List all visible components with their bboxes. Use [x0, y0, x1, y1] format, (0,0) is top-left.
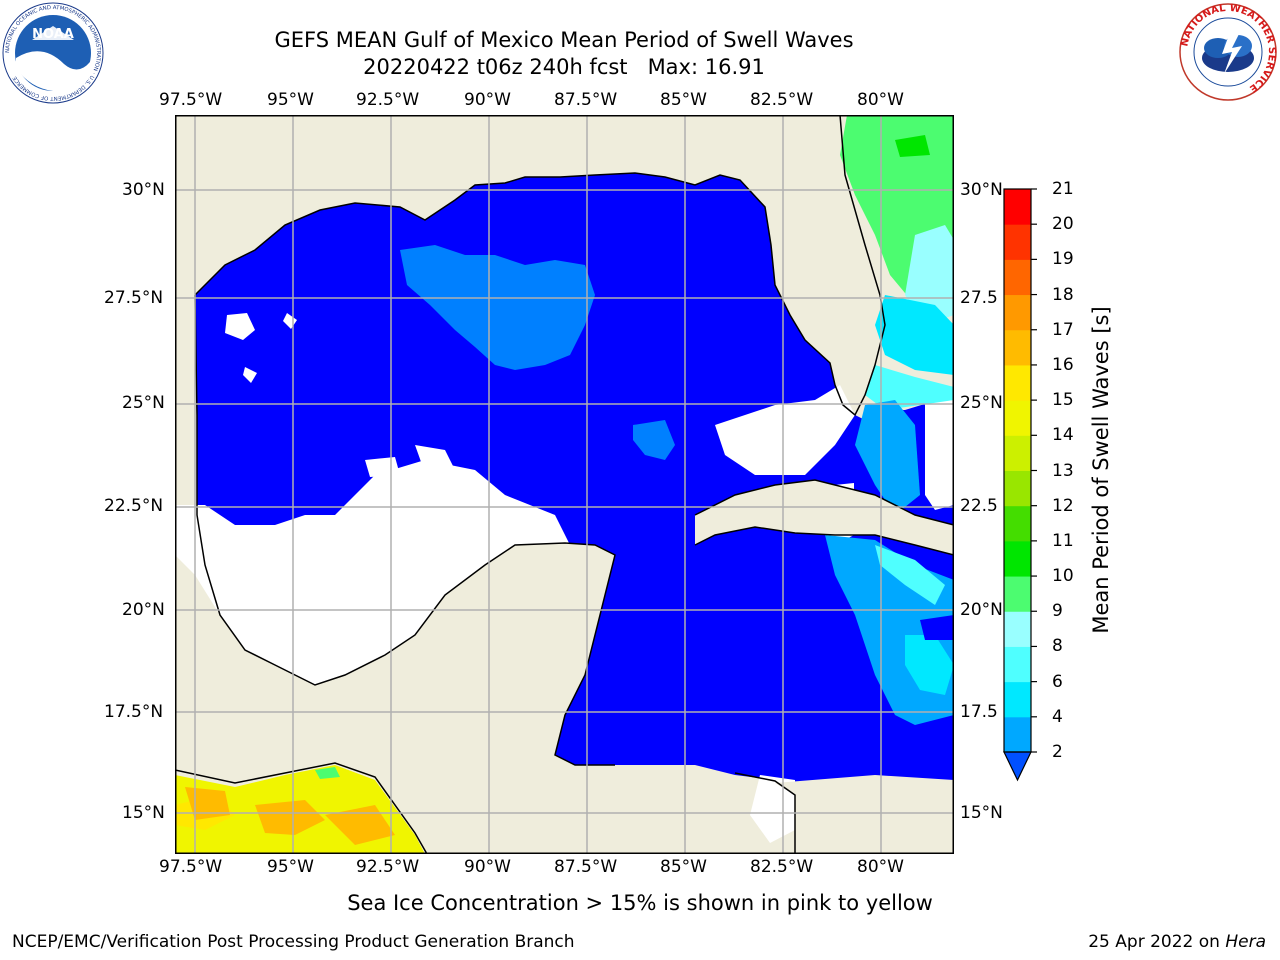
colorbar-bin [1004, 470, 1031, 507]
colorbar-tick-label: 19 [1052, 249, 1074, 270]
colorbar-bin [1004, 224, 1031, 260]
colorbar-label-wrap: Mean Period of Swell Waves [s] [1086, 190, 1116, 750]
chart-subtitle: 20220422 t06z 240h fcst Max: 16.91 [363, 55, 765, 79]
nws-logo: NATIONAL WEATHER SERVICE [1178, 2, 1278, 102]
noaa-logo: NOAA NATIONAL OCEANIC AND ATMOSPHERIC AD… [2, 2, 104, 104]
colorbar-bin [1004, 400, 1031, 436]
footer-date: 25 Apr 2022 on Hera [1088, 932, 1266, 952]
lat-label-left: 25°N [122, 393, 165, 413]
lon-label-top: 97.5°W [159, 90, 223, 110]
colorbar-bin [1004, 646, 1031, 683]
map-panel [174, 114, 955, 855]
colorbar-bin [1004, 681, 1031, 718]
colorbar-bin [1004, 611, 1031, 647]
colorbar-bin [1004, 294, 1031, 331]
footer-host: Hera [1225, 932, 1266, 952]
lat-label-left: 20°N [122, 600, 165, 620]
colorbar-tick-label: 16 [1052, 354, 1074, 375]
lat-label-left: 15°N [122, 803, 165, 823]
lon-label-top: 82.5°W [750, 90, 814, 110]
colorbar-bin [1004, 189, 1031, 225]
map-svg [174, 114, 955, 855]
lat-label-left: 22.5°N [104, 496, 164, 516]
lat-label-right: 30°N [960, 180, 1003, 200]
colorbar-bin [1004, 364, 1031, 401]
colorbar-tick-label: 11 [1052, 530, 1074, 551]
colorbar-svg [1003, 188, 1037, 782]
lat-label-right: 17.5 [960, 702, 998, 722]
lon-label-bottom: 95°W [267, 857, 314, 877]
colorbar-label: Mean Period of Swell Waves [s] [1089, 306, 1113, 634]
lat-label-left: 30°N [122, 180, 165, 200]
colorbar-tick-label: 8 [1052, 636, 1063, 657]
lon-label-bottom: 82.5°W [750, 857, 814, 877]
colorbar-tick-label: 14 [1052, 425, 1074, 446]
yucatan-land [475, 543, 615, 755]
colorbar-tick-label: 20 [1052, 214, 1074, 235]
colorbar-bin [1004, 329, 1031, 366]
lat-label-left: 17.5°N [104, 702, 164, 722]
chart-title: GEFS MEAN Gulf of Mexico Mean Period of … [274, 28, 854, 52]
lon-label-bottom: 85°W [660, 857, 707, 877]
lon-label-bottom: 87.5°W [554, 857, 618, 877]
lon-label-bottom: 97.5°W [159, 857, 223, 877]
colorbar-bin [1004, 505, 1031, 542]
colorbar-tick-label: 4 [1052, 706, 1063, 727]
colorbar-tick-label: 9 [1052, 601, 1063, 622]
noaa-logo-text: NOAA [32, 27, 74, 42]
sea-ice-note: Sea Ice Concentration > 15% is shown in … [347, 891, 933, 915]
lon-label-bottom: 80°W [857, 857, 904, 877]
colorbar-tick-label: 2 [1052, 742, 1063, 762]
gulf-ocean [195, 173, 954, 854]
colorbar-tick-label: 15 [1052, 390, 1074, 411]
colorbar-bin [1004, 435, 1031, 471]
lon-label-top: 90°W [464, 90, 511, 110]
light-blue-region [400, 245, 595, 370]
map-frame [175, 115, 954, 854]
lat-label-right: 20°N [960, 600, 1003, 620]
colorbar [998, 185, 1048, 785]
lat-label-left: 27.5°N [104, 288, 164, 308]
footer-date-text: 25 Apr 2022 on [1088, 932, 1226, 952]
cuba-land [695, 480, 954, 555]
colorbar-tick-label: 12 [1052, 495, 1074, 516]
colorbar-bin [1004, 259, 1031, 296]
lon-label-top: 92.5°W [356, 90, 420, 110]
footer-credit: NCEP/EMC/Verification Post Processing Pr… [12, 932, 575, 952]
lon-label-top: 80°W [857, 90, 904, 110]
lat-label-right: 15°N [960, 803, 1003, 823]
lon-label-bottom: 92.5°W [356, 857, 420, 877]
colorbar-tick-label: 10 [1052, 566, 1074, 587]
colorbar-tick-label: 17 [1052, 319, 1074, 340]
lon-label-top: 95°W [267, 90, 314, 110]
coastlines [174, 114, 955, 855]
colorbar-tick-label: 6 [1052, 671, 1063, 692]
colorbar-tick-label: 13 [1052, 460, 1074, 481]
colorbar-tick-label: 18 [1052, 284, 1074, 305]
colorbar-bin [1004, 576, 1031, 612]
lon-label-top: 87.5°W [554, 90, 618, 110]
graticule [175, 115, 954, 854]
lat-label-right: 27.5 [960, 288, 998, 308]
colorbar-extend-arrow [1003, 751, 1032, 782]
colorbar-bin [1004, 540, 1031, 577]
lon-label-bottom: 90°W [464, 857, 511, 877]
colorbar-bin [1004, 716, 1031, 753]
colorbar-tick-label: 21 [1052, 179, 1074, 199]
colorbar-ticks: 2 4 6 8 9 10 11 12 13 14 15 16 17 18 19 20 21 [1052, 0, 1092, 960]
lon-label-top: 85°W [660, 90, 707, 110]
lat-label-right: 22.5 [960, 496, 998, 516]
lat-label-right: 25°N [960, 393, 1003, 413]
